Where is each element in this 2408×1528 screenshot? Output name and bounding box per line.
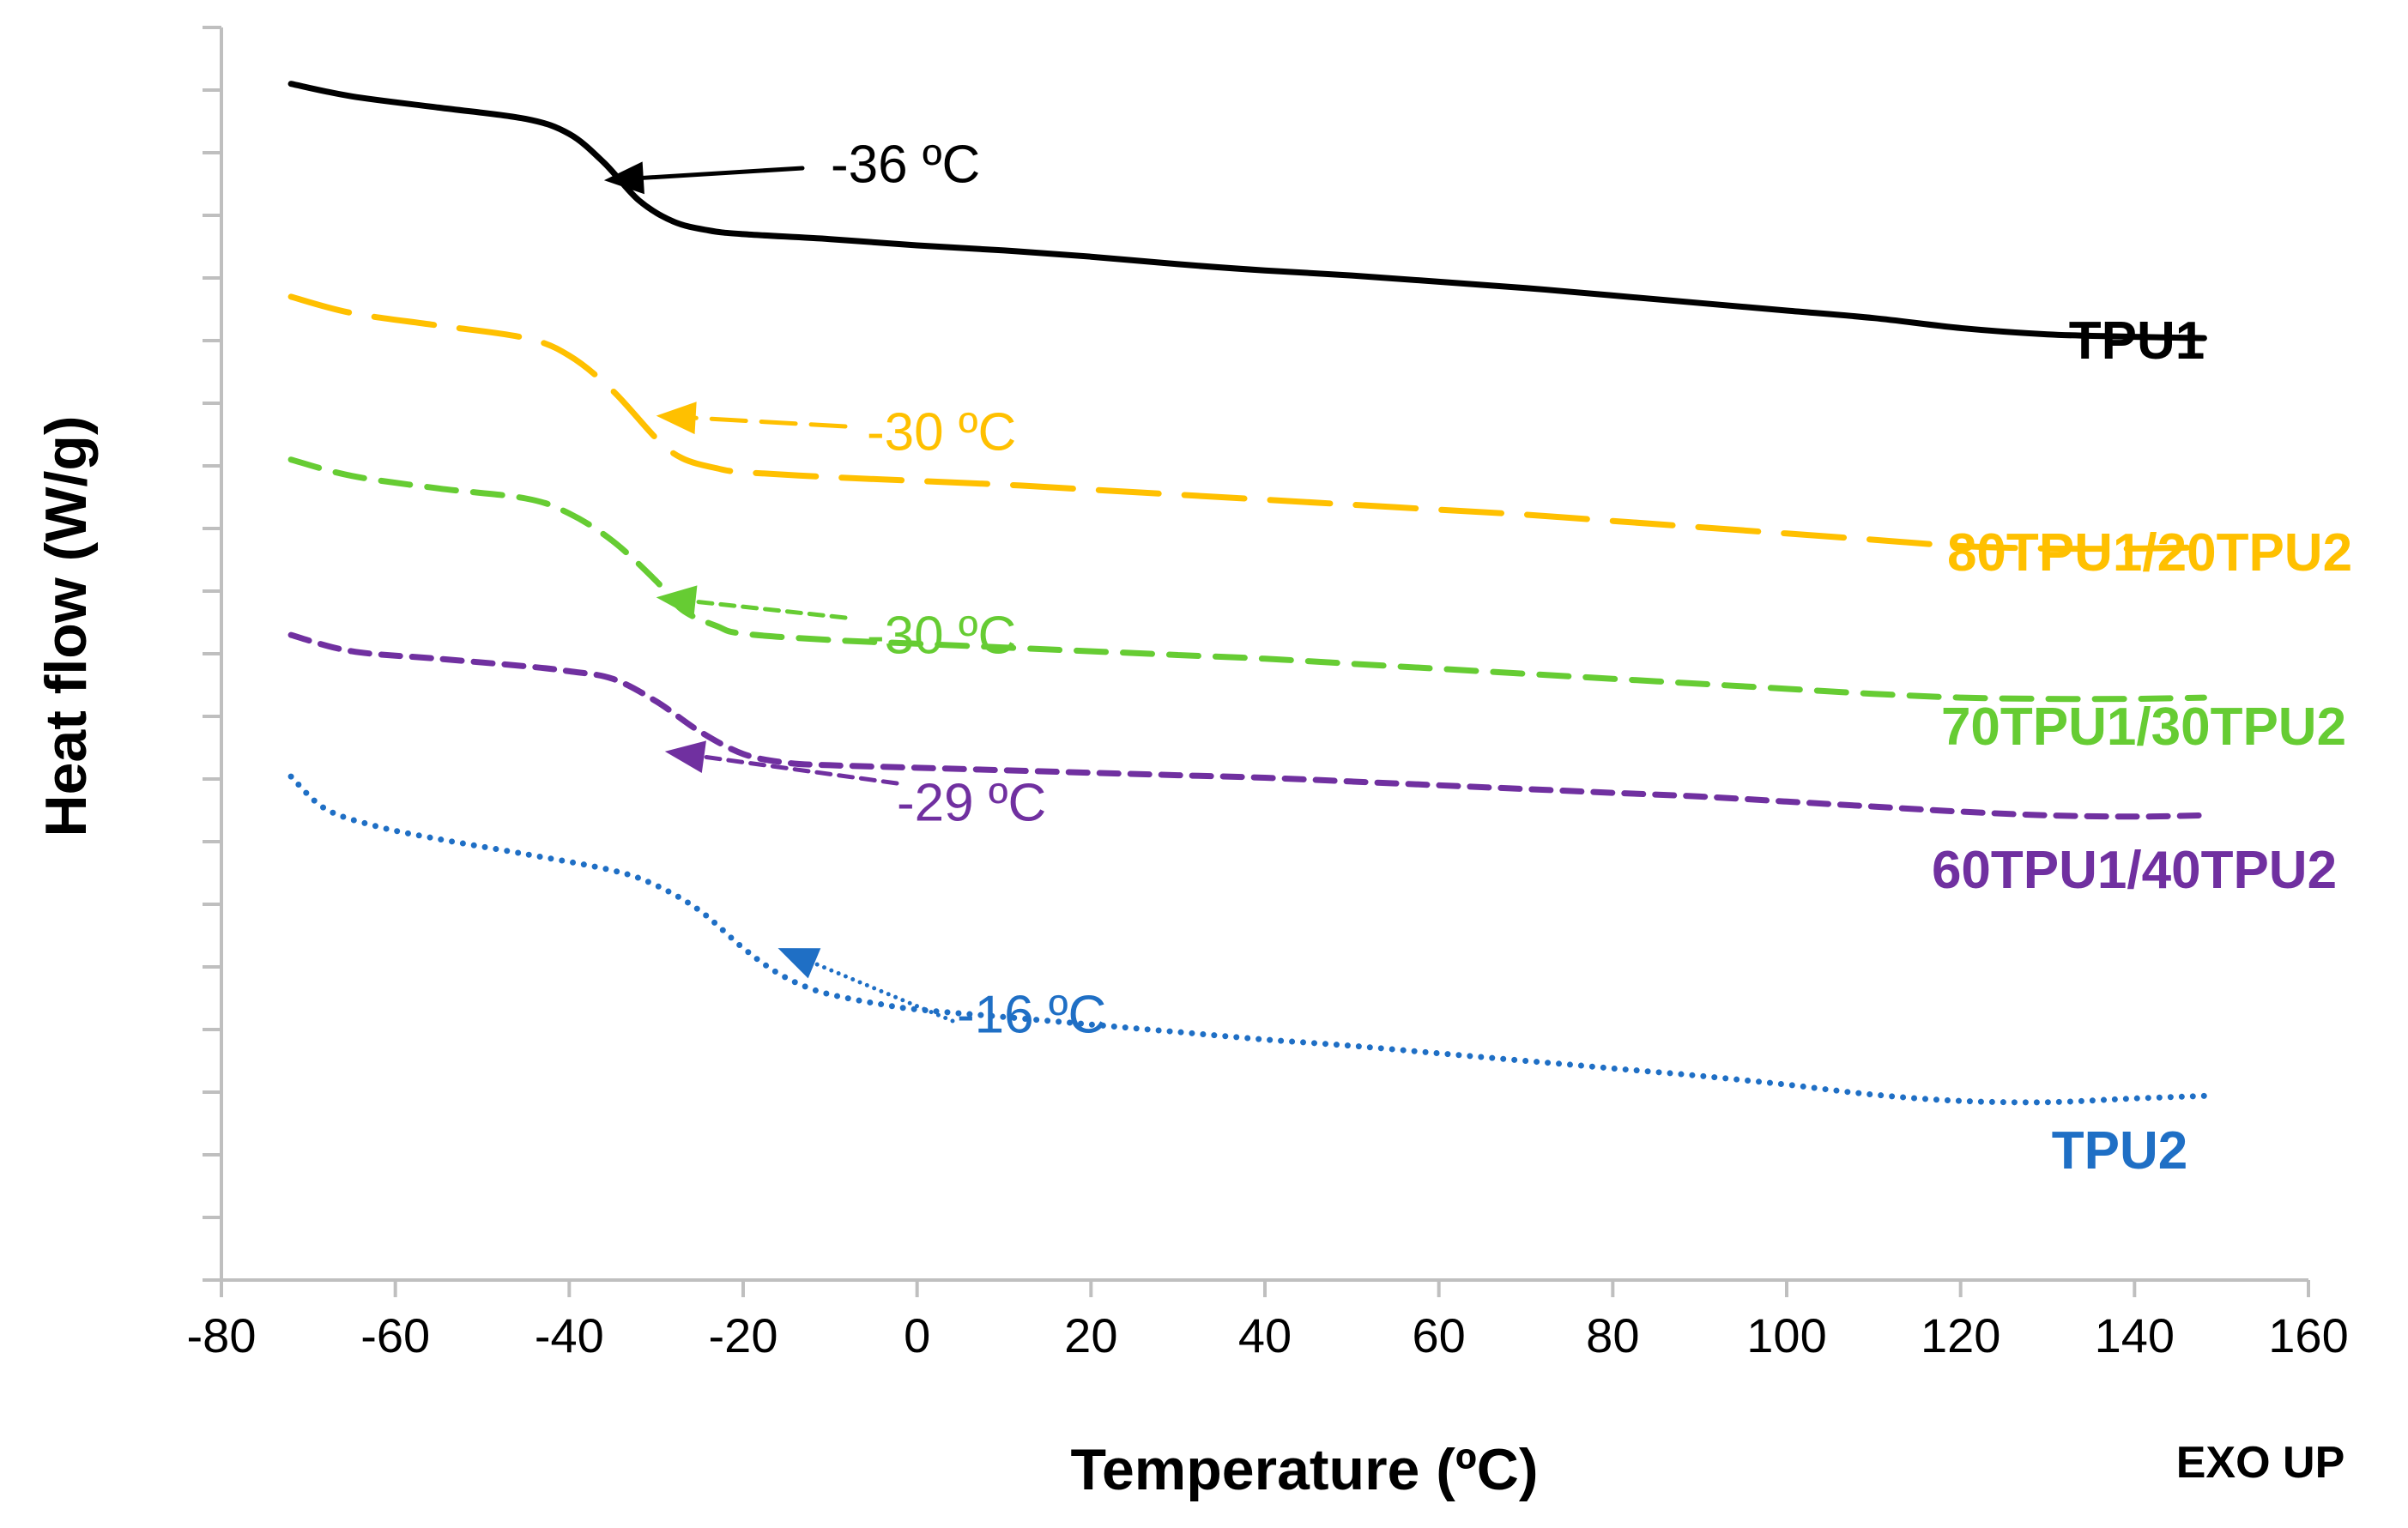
- series-label-2: 80TPU1/20TPU2: [1947, 523, 2352, 583]
- tg-arrow-line-5: [812, 961, 955, 1024]
- x-tick-label: 100: [1746, 1308, 1826, 1362]
- x-tick-label: 140: [2095, 1308, 2175, 1362]
- x-tick-label: -20: [709, 1308, 778, 1362]
- tg-annotations: -36 ºC -30 ºC -30 ºC -29 ºC -16 ºC: [603, 135, 1106, 1044]
- series-label-3: 70TPU1/30TPU2: [1941, 698, 2346, 757]
- tg-arrow-line-4: [701, 754, 899, 786]
- series-line-3: [287, 456, 2207, 703]
- series-line-4: [287, 631, 2207, 820]
- x-tick-label: 160: [2268, 1308, 2348, 1362]
- x-tick-label: -60: [360, 1308, 430, 1362]
- y-ticks: [203, 26, 221, 1282]
- x-tick-label: 20: [1064, 1308, 1117, 1362]
- tg-arrow-head-4: [664, 740, 706, 773]
- tg-arrow-line-1: [641, 166, 805, 180]
- tg-label-2: -30 ºC: [867, 402, 1016, 462]
- x-tick-label: 40: [1238, 1308, 1292, 1362]
- x-axis-title: Temperature (ºC): [1071, 1437, 1539, 1502]
- exo-up-note: EXO UP: [2176, 1438, 2345, 1488]
- x-tick-label: 0: [904, 1308, 930, 1362]
- tg-arrow-head-1: [603, 161, 644, 195]
- x-tick-label: -80: [187, 1308, 257, 1362]
- x-tick-label: 120: [1921, 1308, 2000, 1362]
- axes: -80 -60 -40 -20 0 20 40 60 80 100 120 140 160: [187, 26, 2349, 1362]
- x-ticks: -80 -60 -40 -20 0 20 40 60 80 100 120 140 160: [187, 1280, 2349, 1362]
- tg-arrow-head-5: [777, 948, 821, 979]
- x-tick-label: 80: [1586, 1308, 1639, 1362]
- x-tick-label: 60: [1413, 1308, 1466, 1362]
- tg-arrow-head-3: [656, 585, 698, 619]
- tg-label-3: -30 ºC: [867, 606, 1016, 665]
- tg-label-1: -36 ºC: [831, 135, 980, 194]
- series-line-5: [287, 773, 2207, 1106]
- series-label-5: TPU2: [2052, 1121, 2187, 1181]
- tg-arrow-line-3: [693, 599, 848, 620]
- tg-arrow-head-2: [656, 402, 697, 435]
- series-line-2: [287, 293, 2207, 553]
- tg-label-4: -29 ºC: [897, 773, 1046, 832]
- series-line-1: [287, 81, 2207, 341]
- tg-arrow-line-2: [693, 415, 848, 429]
- y-axis-title: Heat flow (W/g): [33, 415, 99, 836]
- x-tick-label: -40: [535, 1308, 604, 1362]
- series-label-1: TPU1: [2069, 311, 2205, 371]
- series-label-4: 60TPU1/40TPU2: [1932, 841, 2337, 900]
- tg-label-5: -16 ºC: [957, 985, 1106, 1044]
- series-layer: TPU1 80TPU1/20TPU2 70TPU1/30TPU2 60TPU1/40T…: [287, 81, 2352, 1181]
